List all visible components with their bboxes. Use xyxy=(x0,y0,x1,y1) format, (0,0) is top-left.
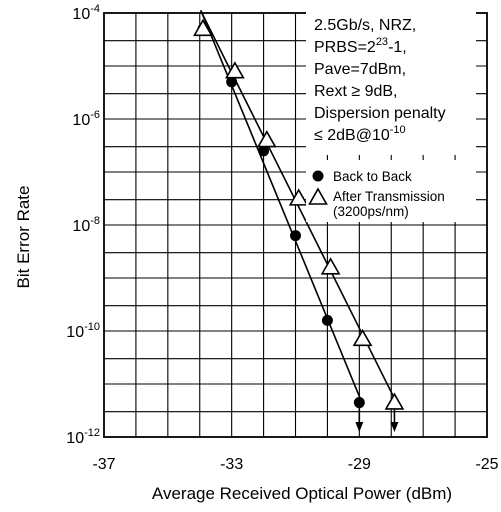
legend: Back to Back After Transmission (3200ps/… xyxy=(306,160,476,222)
legend-background xyxy=(306,160,476,222)
legend-marker-back-to-back xyxy=(312,170,324,182)
data-point-back-to-back xyxy=(321,314,333,326)
x-tick-label: -29 xyxy=(348,456,371,473)
y-tick-labels: 10-4 10-6 10-8 10-10 10-12 xyxy=(66,3,100,447)
x-tick-label: -33 xyxy=(220,456,243,473)
data-point-back-to-back xyxy=(290,230,301,242)
y-axis-label: Bit Error Rate xyxy=(14,186,33,289)
annotation-line-1: 2.5Gb/s, NRZ, xyxy=(314,17,416,34)
data-point-after-transmission xyxy=(256,130,277,148)
y-tick-label: 10-12 xyxy=(66,427,100,447)
plot-frame xyxy=(103,12,488,438)
annotation-line-6: ≤ 2dB@10-10 xyxy=(314,124,406,144)
annotation-line-4: Rext ≥ 9dB, xyxy=(314,83,397,100)
legend-label-after-transmission-sub: (3200ps/nm) xyxy=(333,204,409,219)
y-tick-label: 10-4 xyxy=(72,3,100,23)
x-tick-labels: -37 -33 -29 -25 xyxy=(92,456,498,473)
series-arrow-head-0 xyxy=(355,422,364,432)
annotation-line-2: PRBS=223-1, xyxy=(314,36,407,56)
x-axis-label: Average Received Optical Power (dBm) xyxy=(152,484,452,503)
legend-label-back-to-back: Back to Back xyxy=(333,169,412,184)
x-tick-label: -25 xyxy=(475,456,498,473)
annotation-line-3: Pave=7dBm, xyxy=(314,61,406,78)
series-arrow-head-1 xyxy=(390,422,399,432)
data-point-after-transmission xyxy=(224,61,245,79)
annotation-background xyxy=(306,10,476,155)
series-layer xyxy=(193,9,405,432)
annotation-line-5: Dispersion penalty xyxy=(314,105,446,122)
data-point-after-transmission xyxy=(288,188,309,206)
data-point-after-transmission xyxy=(193,18,213,37)
y-tick-label: 10-6 xyxy=(72,109,100,129)
x-tick-label: -37 xyxy=(92,456,115,473)
data-point-back-to-back xyxy=(353,397,365,409)
data-point-after-transmission xyxy=(384,392,405,410)
conditions-annotation: 2.5Gb/s, NRZ, PRBS=223-1, Pave=7dBm, Rex… xyxy=(306,10,476,155)
legend-label-after-transmission: After Transmission xyxy=(333,189,445,204)
data-point-after-transmission xyxy=(320,257,341,275)
legend-marker-after-transmission xyxy=(308,187,328,205)
y-tick-label: 10-10 xyxy=(66,321,100,341)
y-tick-label: 10-8 xyxy=(72,215,100,235)
data-point-after-transmission xyxy=(352,328,373,347)
data-point-back-to-back xyxy=(258,145,270,157)
